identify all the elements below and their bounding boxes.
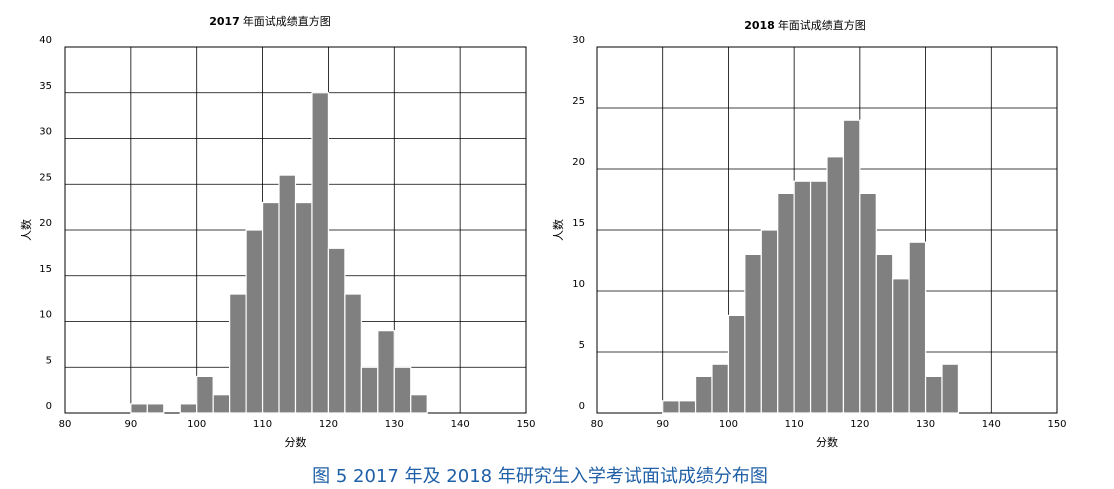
histogram-bar bbox=[777, 192, 795, 414]
x-tick-label: 120 bbox=[319, 419, 338, 430]
histogram-bar bbox=[327, 247, 346, 414]
histogram-bar bbox=[744, 253, 762, 414]
x-tick-label: 140 bbox=[982, 419, 1001, 430]
y-tick-label: 10 bbox=[39, 310, 52, 321]
histogram-bar bbox=[826, 156, 845, 414]
y-tick-label: 0 bbox=[46, 401, 52, 412]
x-tick-label: 90 bbox=[656, 419, 669, 430]
histogram-bar bbox=[842, 119, 861, 414]
y-axis-label: 人数 bbox=[20, 219, 33, 241]
chart-title-year: 2018 bbox=[744, 19, 775, 32]
histogram-bars bbox=[662, 119, 960, 414]
y-tick-label: 5 bbox=[46, 355, 52, 366]
x-tick-label: 150 bbox=[516, 419, 535, 430]
chart-title: 2018 年面试成绩直方图 bbox=[744, 18, 866, 32]
x-tick-label: 110 bbox=[785, 419, 804, 430]
chart-title-text: 年面试成绩直方图 bbox=[778, 18, 866, 32]
y-tick-label: 0 bbox=[579, 401, 585, 412]
histogram-bar bbox=[377, 330, 395, 414]
histogram-bar bbox=[360, 366, 379, 414]
x-tick-label: 130 bbox=[385, 419, 404, 430]
x-tick-label: 80 bbox=[591, 419, 604, 430]
histogram-bar bbox=[875, 253, 894, 414]
histogram-bars bbox=[130, 92, 428, 414]
histogram-bar bbox=[410, 394, 428, 414]
x-tick-label: 100 bbox=[187, 419, 206, 430]
x-tick-label: 80 bbox=[59, 419, 72, 430]
histogram-bar bbox=[278, 174, 297, 414]
y-tick-label: 30 bbox=[572, 35, 585, 46]
histogram-bar bbox=[859, 192, 877, 414]
histogram-2018: 80 90 100 110 120 130 140 150 0 5 10 15 20 25 30 2018 年面… bbox=[552, 18, 1067, 449]
y-tick-label: 25 bbox=[572, 96, 585, 107]
y-tick-label: 5 bbox=[579, 340, 585, 351]
histogram-bar bbox=[892, 278, 910, 414]
histogram-bar bbox=[179, 403, 198, 414]
y-tick-label: 20 bbox=[572, 157, 585, 168]
chart-title-year: 2017 bbox=[209, 15, 240, 28]
histogram-bar bbox=[294, 201, 313, 414]
chart-title: 2017 年面试成绩直方图 bbox=[209, 14, 331, 28]
histogram-bar bbox=[694, 375, 713, 414]
histogram-bar bbox=[212, 394, 231, 414]
x-tick-label: 100 bbox=[719, 419, 738, 430]
histogram-bar bbox=[809, 180, 828, 414]
histogram-bar bbox=[245, 229, 264, 414]
histogram-bar bbox=[196, 375, 214, 414]
x-tick-label: 110 bbox=[253, 419, 272, 430]
x-axis-label: 分数 bbox=[285, 436, 307, 449]
x-tick-label: 140 bbox=[451, 419, 470, 430]
histogram-bar bbox=[711, 363, 730, 414]
histogram-bar bbox=[924, 375, 943, 414]
y-axis-label: 人数 bbox=[552, 219, 565, 241]
histogram-bar bbox=[261, 201, 280, 414]
y-tick-label: 40 bbox=[39, 35, 52, 46]
histogram-2017: 80 90 100 110 120 130 140 150 0 5 10 15 20 25 30 35 40 20… bbox=[20, 14, 536, 449]
x-tick-label: 130 bbox=[916, 419, 935, 430]
y-tick-label: 30 bbox=[39, 127, 52, 138]
y-tick-label: 20 bbox=[39, 218, 52, 229]
histogram-bar bbox=[793, 180, 812, 414]
y-tick-label: 10 bbox=[572, 279, 585, 290]
histogram-bar bbox=[311, 92, 330, 414]
y-tick-label: 15 bbox=[39, 264, 52, 275]
histogram-bar bbox=[146, 403, 165, 414]
histogram-bar bbox=[662, 400, 680, 414]
y-tick-label: 35 bbox=[39, 81, 52, 92]
x-tick-label: 150 bbox=[1047, 419, 1066, 430]
histogram-bar bbox=[344, 293, 362, 414]
chart-title-text: 年面试成绩直方图 bbox=[243, 14, 331, 28]
y-tick-label: 25 bbox=[39, 172, 52, 183]
y-tick-label: 15 bbox=[572, 218, 585, 229]
figure-caption: 图 5 2017 年及 2018 年研究生入学考试面试成绩分布图 bbox=[312, 466, 768, 487]
x-tick-label: 120 bbox=[850, 419, 869, 430]
histogram-bar bbox=[760, 229, 779, 414]
histogram-bar bbox=[727, 314, 746, 414]
histogram-bar bbox=[393, 366, 412, 414]
histogram-bar bbox=[130, 403, 148, 414]
histogram-bar bbox=[229, 293, 247, 414]
x-axis-label: 分数 bbox=[816, 436, 838, 449]
x-tick-label: 90 bbox=[124, 419, 137, 430]
histogram-bar bbox=[941, 363, 960, 414]
histogram-bar bbox=[908, 241, 927, 414]
histogram-bar bbox=[678, 400, 697, 414]
